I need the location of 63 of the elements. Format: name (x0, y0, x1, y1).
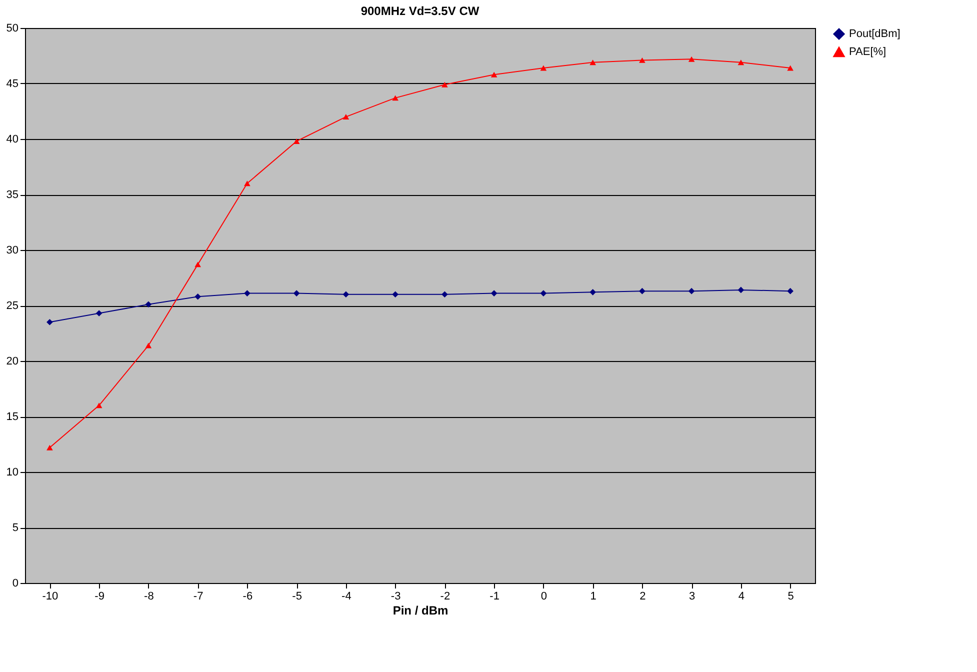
x-axis-title: Pin / dBm (392, 604, 448, 618)
point (540, 290, 547, 296)
chart-title: 900MHz Vd=3.5V CW (360, 4, 480, 18)
point (392, 95, 398, 101)
point (688, 56, 695, 62)
legend-label: PAE[%] (849, 46, 886, 58)
x-tick-label: -1 (490, 590, 500, 602)
x-tick-label: -6 (242, 590, 253, 602)
x-tick-label: -4 (342, 590, 352, 602)
point (293, 290, 300, 296)
y-tick-label: 40 (6, 134, 18, 146)
point (639, 57, 646, 63)
point (46, 444, 53, 450)
point (96, 402, 102, 408)
point (490, 290, 498, 296)
x-tick-label: 2 (640, 590, 646, 602)
point (540, 65, 547, 71)
point (442, 291, 448, 298)
point (145, 342, 152, 348)
y-tick-label: 50 (6, 22, 18, 34)
y-tick-label: 45 (6, 78, 18, 90)
point (342, 114, 350, 120)
x-tick-label: 3 (689, 590, 696, 602)
point (442, 82, 448, 88)
y-tick-label: 15 (6, 411, 18, 423)
point (244, 290, 250, 296)
point (342, 291, 350, 298)
x-tick-label: -5 (292, 590, 302, 602)
x-tick-label: 0 (540, 590, 547, 602)
x-tick-label: -8 (144, 590, 154, 602)
point (590, 60, 596, 66)
x-tick-label: -3 (390, 590, 401, 602)
x-tick-label: 5 (788, 590, 794, 602)
x-tick-label: -9 (94, 590, 104, 602)
y-tick-label: 30 (6, 244, 18, 256)
point (738, 60, 744, 66)
point (688, 288, 695, 294)
y-tick-label: 0 (12, 578, 18, 590)
legend-label: Pout[dBm] (849, 28, 900, 40)
x-tick-label: -10 (42, 590, 58, 602)
y-tick-label: 25 (6, 300, 18, 312)
point (194, 293, 201, 300)
point (738, 286, 744, 294)
point (244, 180, 250, 186)
point (392, 291, 398, 298)
point (96, 310, 102, 316)
y-tick-label: 10 (6, 466, 18, 478)
x-tick-label: -2 (440, 590, 450, 602)
y-tick-label: 35 (6, 189, 18, 201)
y-tick-label: 20 (6, 356, 18, 368)
point (590, 289, 596, 296)
x-tick-label: -7 (193, 590, 204, 602)
point (145, 301, 152, 308)
point (787, 288, 794, 294)
point (46, 318, 53, 326)
x-tick-label: 1 (590, 590, 596, 602)
point (787, 65, 794, 71)
x-tick-label: 4 (738, 590, 744, 602)
point (639, 288, 646, 294)
point (194, 262, 201, 268)
point (293, 138, 300, 144)
y-tick-label: 5 (12, 522, 18, 534)
point (490, 72, 498, 78)
